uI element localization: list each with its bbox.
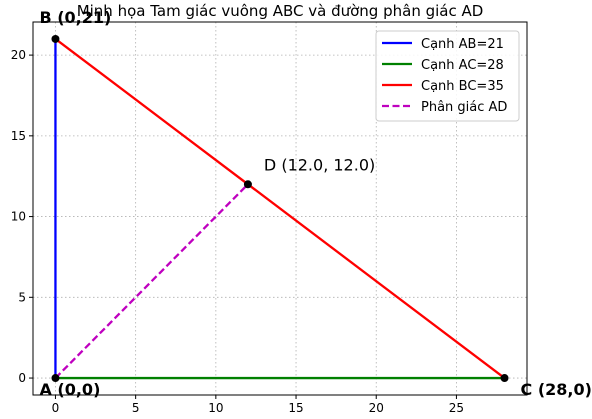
point-label-3: D (12.0, 12.0) xyxy=(264,155,375,174)
vertex-marker-2 xyxy=(500,374,509,383)
y-tick-label: 10 xyxy=(11,210,26,224)
y-tick-label: 15 xyxy=(11,129,26,143)
series-layer xyxy=(54,38,506,380)
x-tick-label: 5 xyxy=(132,401,140,415)
point-label-2: C (28,0) xyxy=(521,380,592,399)
x-tick-label: 0 xyxy=(52,401,60,415)
legend-label-3: Phân giác AD xyxy=(421,100,507,115)
annotations-layer: A (0,0) B (0,21) C (28,0) D (12.0, 12.0) xyxy=(39,8,592,399)
y-tick-label: 20 xyxy=(11,48,26,62)
chart-title: Minh họa Tam giác vuông ABC và đường phâ… xyxy=(77,2,484,20)
vertex-marker-1 xyxy=(51,34,60,43)
y-tick-label: 5 xyxy=(18,290,26,304)
legend-box xyxy=(375,30,520,122)
vertex-marker-0 xyxy=(51,374,60,383)
x-tick-label: 10 xyxy=(208,401,223,415)
series-line-3 xyxy=(54,183,249,379)
point-label-1: B (0,21) xyxy=(39,8,111,27)
x-tick-label: 20 xyxy=(369,401,384,415)
y-tick-label: 0 xyxy=(18,371,26,385)
axis-ticks: 0 5 10 15 20 25 0 5 10 15 20 xyxy=(11,48,464,415)
legend-label-1: Cạnh AC=28 xyxy=(421,58,504,73)
legend-label-0: Cạnh AB=21 xyxy=(421,37,504,52)
vertex-marker-3 xyxy=(243,180,252,189)
plot-frame xyxy=(32,21,528,396)
legend: Cạnh AB=21 Cạnh AC=28 Cạnh BC=35 Phân giác … xyxy=(375,30,520,122)
x-tick-label: 15 xyxy=(288,401,303,415)
series-line-2 xyxy=(54,38,506,379)
legend-label-2: Cạnh BC=35 xyxy=(421,79,504,94)
x-tick-label: 25 xyxy=(449,401,464,415)
markers-layer xyxy=(51,34,509,383)
point-label-0: A (0,0) xyxy=(39,380,100,399)
